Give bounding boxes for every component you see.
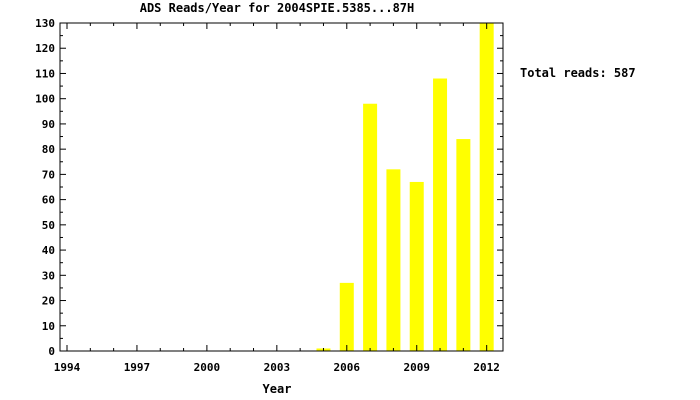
y-tick-label: 20 [42,295,55,308]
y-tick-label: 40 [42,244,55,257]
bar-2012 [479,23,494,351]
y-tick-label: 30 [42,269,55,282]
y-tick-label: 70 [42,168,55,181]
x-axis-label: Year [263,382,292,396]
chart-title: ADS Reads/Year for 2004SPIE.5385...87H [140,1,415,15]
axes-group: 0 10 20 30 40 50 60 70 80 90 100 110 120 130 1994 1997 2… [35,17,504,374]
bar-2007 [363,103,378,352]
y-tick-label: 100 [35,93,55,106]
x-tick-label: 1994 [54,361,81,374]
x-tick-label: 2009 [403,361,430,374]
y-tick-label: 110 [35,67,55,80]
bar-2006 [339,282,354,351]
bars-group [316,23,494,352]
y-tick-label: 60 [42,194,55,207]
y-tick-label: 120 [35,42,55,55]
bar-2008 [386,169,401,351]
x-tick-label: 2003 [264,361,291,374]
bar-2011 [456,139,471,351]
y-tick-label: 130 [35,17,55,30]
bar-2009 [409,181,424,351]
bar-2010 [433,78,448,351]
y-tick-label: 50 [42,219,55,232]
total-reads-annotation: Total reads: 587 [520,66,636,80]
x-tick-label: 2006 [334,361,361,374]
x-tick-label: 2000 [194,361,221,374]
y-tick-label: 10 [42,320,55,333]
y-tick-label: 90 [42,118,55,131]
x-tick-label: 2012 [473,361,500,374]
y-tick-label: 0 [48,345,55,358]
y-tick-label: 80 [42,143,55,156]
x-tick-label: 1997 [124,361,151,374]
